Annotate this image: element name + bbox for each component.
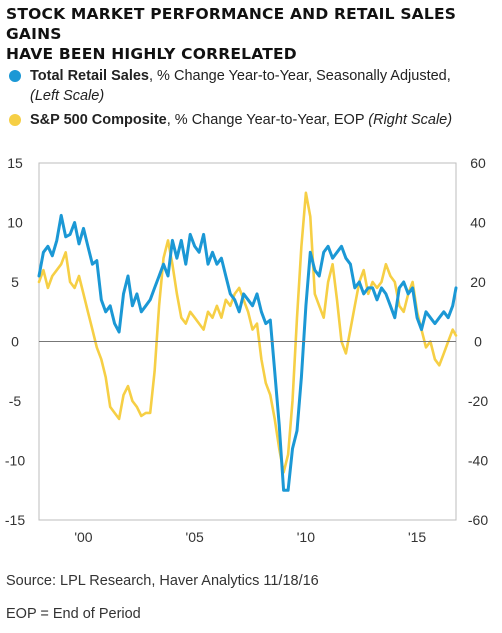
legend-item-sp500: S&P 500 Composite, % Change Year-to-Year…: [6, 110, 496, 130]
legend-name-sp500: S&P 500 Composite: [30, 112, 167, 128]
legend-name-retail: Total Retail Sales: [30, 68, 149, 84]
legend-item-retail: Total Retail Sales, % Change Year-to-Yea…: [6, 66, 496, 106]
left-axis-tick-label: -10: [5, 453, 25, 469]
left-axis-tick-label: -5: [9, 393, 22, 409]
footnote: EOP = End of Period: [6, 606, 141, 622]
right-axis-tick-label: 60: [470, 155, 486, 171]
left-axis-tick-label: 0: [11, 334, 19, 350]
legend-dot-sp500-icon: [9, 114, 21, 126]
left-axis-tick-label: 5: [11, 274, 19, 290]
x-axis-tick-label: '15: [408, 529, 426, 545]
legend-scale-sp500: (Right Scale): [368, 112, 453, 128]
right-axis-tick-label: -60: [468, 512, 488, 528]
chart-title: STOCK MARKET PERFORMANCE AND RETAIL SALE…: [6, 4, 496, 64]
left-axis-tick-label: 10: [7, 215, 23, 231]
legend-dot-retail-icon: [9, 70, 21, 82]
title-line-2: HAVE BEEN HIGHLY CORRELATED: [6, 45, 297, 63]
right-axis-tick-label: 0: [474, 334, 482, 350]
series-line-sp500: [37, 191, 458, 474]
legend-desc-sp500: , % Change Year-to-Year, EOP: [166, 112, 369, 128]
right-axis-tick-label: -40: [468, 453, 488, 469]
right-axis-tick-label: 20: [470, 274, 486, 290]
legend-scale-retail: (Left Scale): [30, 88, 105, 104]
right-axis-tick-label: -20: [468, 393, 488, 409]
source-note: Source: LPL Research, Haver Analytics 11…: [6, 573, 319, 589]
x-axis-tick-label: '00: [74, 529, 92, 545]
left-axis-tick-label: -15: [5, 512, 25, 528]
series-line-retail-sales: [37, 213, 458, 492]
title-line-1: STOCK MARKET PERFORMANCE AND RETAIL SALE…: [6, 5, 457, 43]
x-axis-tick-label: '10: [297, 529, 315, 545]
left-axis-tick-label: 15: [7, 155, 23, 171]
legend: Total Retail Sales, % Change Year-to-Yea…: [6, 66, 496, 134]
x-axis-tick-label: '05: [186, 529, 204, 545]
chart-area: 15 10 5 0 -5 -10 -15 60 40 20 0 -20 -40 -60 '00 '05 '10 '…: [5, 155, 488, 545]
right-axis-tick-label: 40: [470, 215, 486, 231]
legend-desc-retail: , % Change Year-to-Year, Seasonally Adju…: [149, 68, 451, 84]
